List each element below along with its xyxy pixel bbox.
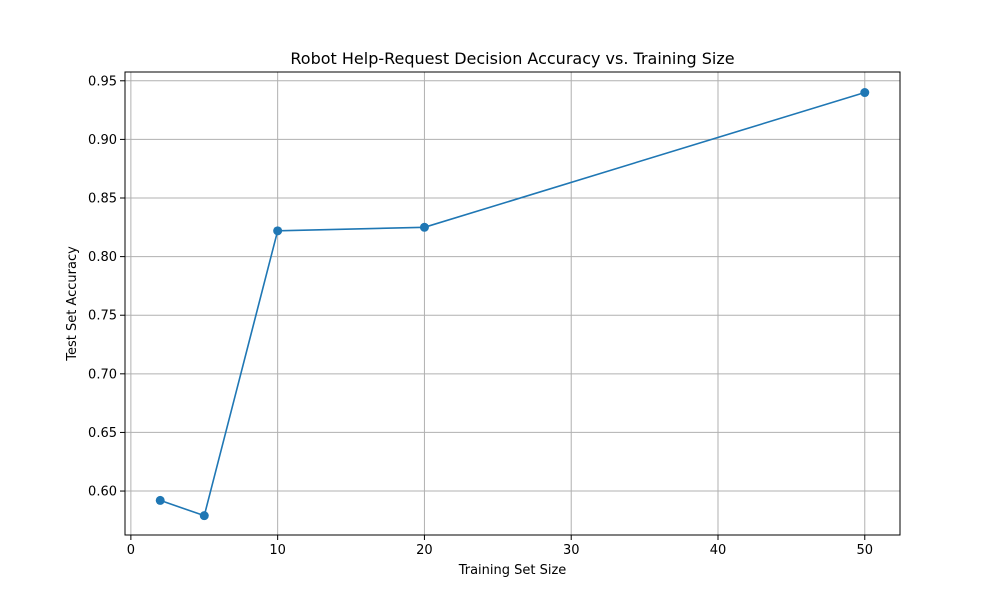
axis-ticks: 0 10 20 30 40 50 0.60 0.65 0.70 0.75 0.80 0.85 0.90 0… (88, 74, 873, 558)
y-tick-label: 0.60 (88, 485, 117, 500)
data-point (155, 495, 165, 505)
data-point (273, 226, 283, 236)
x-tick-label: 50 (856, 543, 873, 558)
y-tick-label: 0.95 (88, 74, 117, 89)
series-layer (155, 88, 870, 521)
chart-title: Robot Help-Request Decision Accuracy vs.… (290, 49, 734, 68)
series-line (159, 91, 866, 517)
x-axis-label: Training Set Size (458, 563, 567, 578)
x-tick-label: 10 (269, 543, 286, 558)
x-tick-label: 0 (127, 543, 135, 558)
data-point (199, 511, 209, 521)
x-tick-label: 30 (563, 543, 580, 558)
y-tick-label: 0.65 (88, 426, 117, 441)
axes-frame (124, 71, 901, 536)
y-tick-label: 0.75 (88, 309, 117, 324)
data-point (860, 88, 870, 98)
y-tick-label: 0.70 (88, 367, 117, 382)
y-tick-label: 0.85 (88, 192, 117, 207)
y-axis-label: Test Set Accuracy (65, 246, 80, 362)
x-tick-label: 40 (710, 543, 727, 558)
y-tick-label: 0.80 (88, 250, 117, 265)
data-point (419, 222, 429, 232)
x-tick-label: 20 (416, 543, 433, 558)
grid-lines (125, 72, 900, 535)
y-tick-label: 0.90 (88, 133, 117, 148)
